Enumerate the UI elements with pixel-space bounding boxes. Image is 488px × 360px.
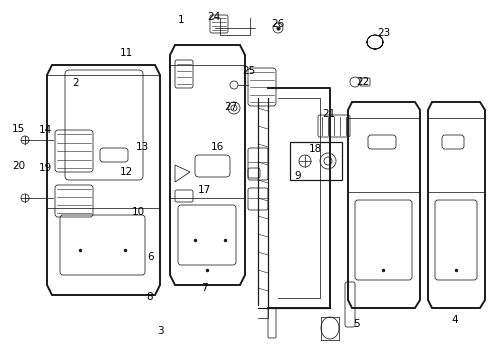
Text: 27: 27 xyxy=(224,102,237,112)
Text: 21: 21 xyxy=(321,109,335,120)
Text: 16: 16 xyxy=(210,142,224,152)
Text: 4: 4 xyxy=(450,315,457,325)
Text: 23: 23 xyxy=(376,28,389,38)
Text: 3: 3 xyxy=(157,326,163,336)
Text: 26: 26 xyxy=(270,19,284,30)
Text: 15: 15 xyxy=(12,124,25,134)
Text: 1: 1 xyxy=(177,15,184,25)
Text: 24: 24 xyxy=(207,12,221,22)
Text: 11: 11 xyxy=(119,48,133,58)
Text: 10: 10 xyxy=(131,207,144,217)
Text: 14: 14 xyxy=(38,125,52,135)
Text: 12: 12 xyxy=(119,167,133,177)
Text: 19: 19 xyxy=(38,163,52,174)
Text: 20: 20 xyxy=(12,161,25,171)
Text: 13: 13 xyxy=(136,142,149,152)
Text: 8: 8 xyxy=(145,292,152,302)
Bar xyxy=(289,142,341,180)
Text: 2: 2 xyxy=(72,78,79,88)
Text: 6: 6 xyxy=(147,252,154,262)
Text: 17: 17 xyxy=(197,185,211,195)
Text: 9: 9 xyxy=(293,171,300,181)
Text: 22: 22 xyxy=(355,77,369,87)
Text: 18: 18 xyxy=(308,144,322,154)
Text: 7: 7 xyxy=(201,283,207,293)
Text: 25: 25 xyxy=(241,66,255,76)
Text: 5: 5 xyxy=(353,319,360,329)
